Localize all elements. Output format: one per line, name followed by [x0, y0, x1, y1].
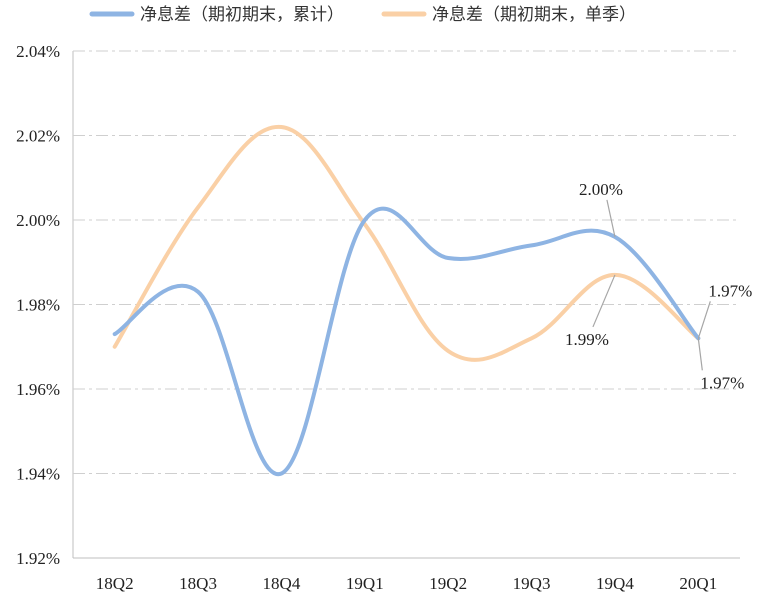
- annotation-leader-line: [606, 199, 616, 238]
- y-tick-label: 1.94%: [16, 465, 60, 484]
- y-tick-label: 2.04%: [16, 42, 60, 61]
- annotation-leader-line: [697, 301, 711, 339]
- x-tick-label: 19Q2: [429, 574, 467, 593]
- x-tick-label: 20Q1: [679, 574, 717, 593]
- x-tick-label: 19Q3: [513, 574, 551, 593]
- x-tick-labels: 18Q2 18Q3 18Q4 19Q1 19Q2 19Q3 19Q4 20Q1: [96, 574, 717, 593]
- x-tick-label: 19Q1: [346, 574, 384, 593]
- legend-label-series-1: 净息差（期初期末，累计）: [140, 5, 344, 25]
- annotation-leader-line: [697, 338, 703, 371]
- legend: 净息差（期初期末，累计） 净息差（期初期末，单季）: [89, 5, 636, 25]
- series-line-single-quarter: [112, 206, 701, 476]
- y-tick-label: 2.00%: [16, 211, 60, 230]
- gridlines: [73, 50, 740, 474]
- x-tick-label: 18Q2: [96, 574, 134, 593]
- x-tick-label: 19Q4: [596, 574, 634, 593]
- x-tick-label: 18Q3: [179, 574, 217, 593]
- data-label: 1.99%: [565, 330, 609, 349]
- annotations: 2.00% 1.99% 1.97% 1.97%: [565, 180, 752, 392]
- annotation-leader-line: [592, 274, 616, 328]
- y-tick-label: 2.02%: [16, 127, 60, 146]
- x-tick-label: 18Q4: [263, 574, 301, 593]
- y-tick-label: 1.96%: [16, 380, 60, 399]
- y-tick-label: 1.98%: [16, 296, 60, 315]
- data-label: 1.97%: [700, 373, 744, 392]
- data-label: 1.97%: [708, 281, 752, 300]
- y-tick-labels: 2.04% 2.02% 2.00% 1.98% 1.96% 1.94% 1.92…: [16, 42, 60, 568]
- legend-label-series-2: 净息差（期初期末，单季）: [432, 5, 636, 25]
- data-label: 2.00%: [579, 180, 623, 199]
- data-points: [113, 125, 701, 475]
- y-tick-label: 1.92%: [16, 549, 60, 568]
- series-line-cumulative: [112, 125, 701, 362]
